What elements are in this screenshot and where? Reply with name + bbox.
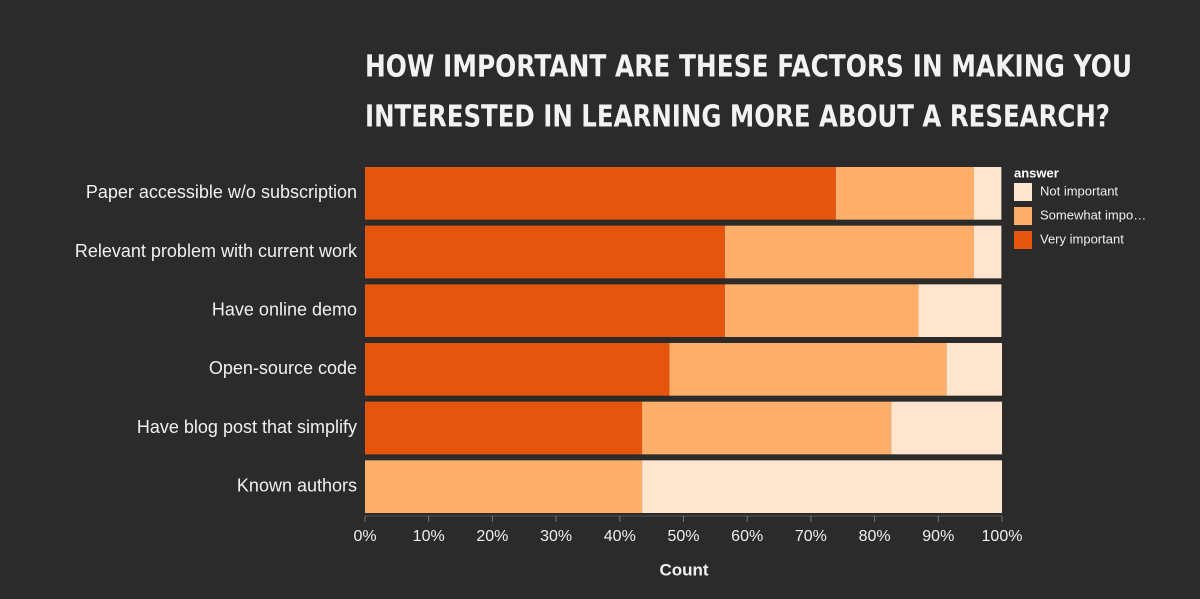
bar-segment — [918, 284, 1002, 337]
legend-label: Somewhat impo… — [1040, 207, 1146, 222]
x-tick-label: 50% — [667, 528, 699, 545]
legend-swatch — [1014, 183, 1032, 201]
bar-segment — [946, 343, 1002, 396]
bar-segment — [724, 284, 919, 337]
x-tick-label: 0% — [353, 528, 376, 545]
y-tick-label: Open-source code — [209, 358, 357, 378]
chart-title: INTERESTED IN LEARNING MORE ABOUT A RESE… — [365, 100, 1110, 135]
legend-label: Not important — [1040, 183, 1118, 198]
x-axis-title: Count — [659, 560, 708, 579]
bar-segment — [891, 401, 1002, 455]
bar-segment — [669, 343, 947, 396]
bar-segment — [973, 167, 1002, 220]
legend-swatch — [1014, 231, 1032, 249]
x-tick-label: 40% — [604, 528, 636, 545]
bar-segment — [724, 225, 974, 279]
x-tick-label: 10% — [413, 528, 445, 545]
bar-segment — [365, 167, 836, 220]
x-tick-label: 100% — [982, 528, 1023, 545]
legend-swatch — [1014, 207, 1032, 225]
bar-segment — [365, 343, 670, 396]
x-tick-label: 30% — [540, 528, 572, 545]
y-tick-label: Known authors — [237, 475, 357, 495]
bar-segment — [365, 225, 725, 279]
bar-segment — [835, 167, 974, 220]
x-tick-label: 60% — [731, 528, 763, 545]
bar-segment — [973, 225, 1002, 279]
bar-segment — [642, 401, 892, 455]
bar-segment — [365, 460, 643, 513]
x-tick-label: 70% — [795, 528, 827, 545]
x-tick-label: 80% — [859, 528, 891, 545]
y-tick-label: Have blog post that simplify — [137, 417, 357, 437]
y-tick-label: Relevant problem with current work — [75, 241, 358, 261]
y-tick-label: Have online demo — [212, 299, 357, 319]
bar-segment — [365, 401, 643, 455]
bar-segment — [642, 460, 1002, 513]
y-tick-label: Paper accessible w/o subscription — [86, 182, 357, 202]
legend-label: Very important — [1040, 231, 1124, 246]
chart-title: HOW IMPORTANT ARE THESE FACTORS IN MAKIN… — [365, 50, 1132, 85]
bar-segment — [365, 284, 725, 337]
legend-title: answer — [1014, 165, 1059, 180]
x-tick-label: 90% — [922, 528, 954, 545]
x-tick-label: 20% — [476, 528, 508, 545]
